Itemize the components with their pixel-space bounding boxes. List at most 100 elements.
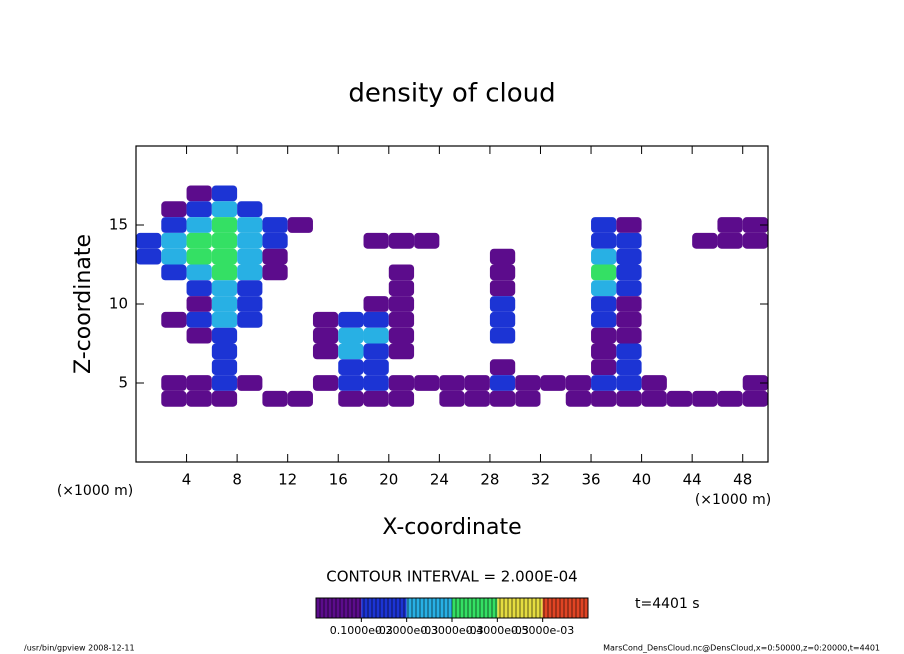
colorbar-tick-label: 0.3000e-03: [420, 624, 483, 637]
cell: [616, 311, 642, 328]
y-tick-label: 5: [118, 374, 128, 392]
cell: [237, 186, 262, 202]
x-tick-label: 36: [581, 471, 600, 489]
cell: [591, 343, 617, 360]
cell: [288, 265, 313, 281]
x-unit-label: (×1000 m): [695, 492, 771, 508]
cell: [566, 265, 591, 281]
cell: [237, 232, 263, 249]
cell: [743, 312, 768, 328]
cell: [161, 248, 187, 265]
cell: [490, 186, 515, 202]
cell: [364, 201, 389, 217]
cell: [211, 232, 238, 249]
cell: [465, 312, 490, 328]
cell: [414, 328, 439, 344]
cell: [288, 280, 313, 296]
x-tick-label: 16: [329, 471, 348, 489]
colorbar-tick-label: 0.4000e-03: [466, 624, 529, 637]
cell: [313, 280, 338, 296]
cell: [363, 311, 389, 328]
colorbar-segment: [542, 598, 588, 618]
x-tick-label: 20: [379, 471, 398, 489]
cell: [262, 390, 288, 407]
cell: [591, 359, 617, 376]
cell: [515, 328, 540, 344]
footer-left: /usr/bin/gpview 2008-12-11: [24, 644, 135, 653]
cell: [667, 233, 692, 249]
x-tick-label: 4: [182, 471, 192, 489]
cell: [540, 280, 565, 296]
colorbar-segment: [406, 598, 452, 618]
cell: [692, 375, 717, 391]
cell: [338, 359, 364, 376]
cell: [591, 375, 617, 391]
cell: [237, 296, 263, 312]
cell: [389, 359, 414, 375]
cell: [338, 311, 364, 328]
cell: [666, 390, 693, 407]
cell: [439, 201, 464, 217]
cell: [717, 201, 742, 217]
cell: [490, 344, 515, 360]
cell: [161, 328, 186, 344]
cell: [186, 248, 212, 265]
cell: [692, 280, 717, 296]
cell: [743, 359, 768, 375]
cell: [667, 186, 692, 202]
cell: [439, 233, 464, 249]
cell: [186, 296, 212, 312]
cell: [414, 359, 439, 375]
cell: [414, 296, 439, 312]
cell: [211, 311, 238, 328]
cell: [591, 264, 617, 281]
cell: [187, 359, 212, 375]
cell: [262, 248, 288, 265]
cell: [591, 248, 617, 265]
cell: [338, 296, 363, 312]
cell: [717, 312, 742, 328]
cell: [136, 391, 161, 407]
colorbar-tick-label: 0.2000e-03: [375, 624, 438, 637]
cell: [439, 390, 465, 407]
cell: [642, 217, 667, 233]
cell: [364, 265, 389, 281]
cell: [262, 280, 287, 296]
cell: [136, 359, 161, 375]
cell: [312, 343, 339, 360]
cell: [136, 232, 162, 249]
cell: [489, 264, 516, 281]
cell: [515, 201, 540, 217]
cell: [161, 359, 186, 375]
cell: [566, 312, 591, 328]
cell: [692, 217, 717, 233]
cell: [439, 265, 464, 281]
cell: [717, 390, 743, 407]
cell: [288, 233, 313, 249]
cell: [211, 343, 238, 360]
cell: [566, 280, 591, 296]
cell: [414, 375, 440, 391]
cell: [388, 280, 415, 297]
cell: [465, 359, 490, 375]
cell: [489, 280, 516, 297]
cell: [566, 328, 591, 344]
cell: [211, 201, 238, 218]
cell: [186, 375, 212, 391]
cell: [161, 390, 187, 407]
cell: [515, 217, 540, 233]
cell: [667, 375, 692, 391]
x-axis-label: X-coordinate: [382, 515, 521, 540]
cell: [540, 312, 565, 328]
cell: [186, 327, 212, 344]
cell: [642, 265, 667, 281]
cell: [388, 343, 415, 360]
y-axis-label: Z-coordinate: [71, 234, 96, 374]
cell: [591, 186, 616, 202]
cell: [388, 264, 415, 281]
cell: [338, 375, 364, 391]
cell: [566, 217, 591, 233]
cell: [439, 280, 464, 296]
cell: [388, 375, 415, 391]
